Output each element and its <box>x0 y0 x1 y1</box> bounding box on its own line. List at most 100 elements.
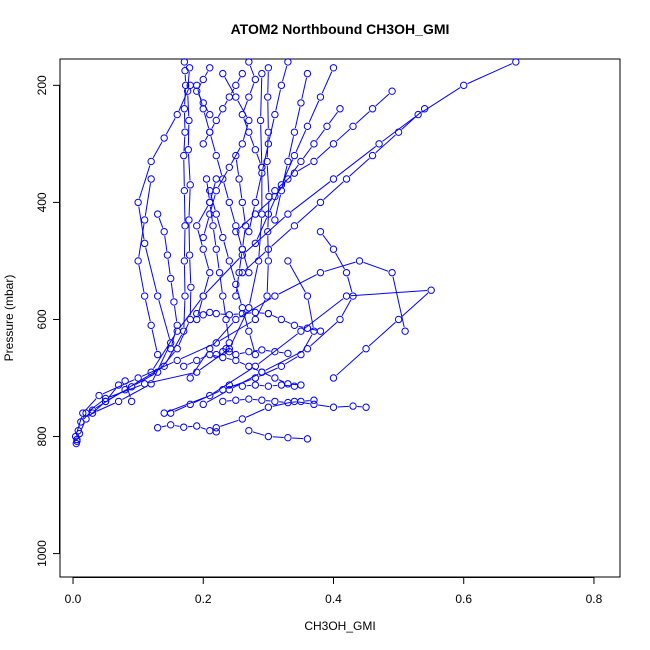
data-point <box>264 128 273 136</box>
data-point <box>310 396 318 404</box>
data-point <box>264 432 273 441</box>
data-point <box>245 58 253 66</box>
data-point <box>225 381 234 389</box>
profile-series <box>232 151 250 300</box>
data-point <box>323 122 331 131</box>
data-point <box>180 257 189 265</box>
series-line-segment <box>256 153 261 164</box>
data-point <box>114 381 123 389</box>
data-point <box>271 292 279 300</box>
series-line-segment <box>336 146 377 177</box>
series-line-segment <box>197 229 203 246</box>
data-point <box>245 116 253 125</box>
data-point <box>277 362 286 370</box>
data-point <box>199 400 207 409</box>
data-point <box>219 69 227 78</box>
data-point <box>245 227 253 236</box>
data-point <box>297 157 305 166</box>
data-point <box>193 422 201 430</box>
data-point <box>251 75 260 84</box>
profile-series <box>193 64 214 119</box>
data-point <box>212 210 220 218</box>
data-point <box>199 311 207 319</box>
data-point <box>349 292 357 300</box>
data-point <box>316 227 325 236</box>
series-line-segment <box>236 229 242 246</box>
series-line-segment <box>292 437 304 440</box>
series-line-segment <box>158 217 164 228</box>
data-point <box>82 415 90 423</box>
data-point <box>199 245 207 253</box>
data-point <box>181 222 189 230</box>
series-line-segment <box>174 305 178 322</box>
data-point <box>219 105 227 113</box>
y-tick-label: 200 <box>35 75 49 95</box>
data-point <box>181 67 189 75</box>
data-point <box>160 409 168 417</box>
data-point <box>375 140 383 148</box>
data-point <box>127 397 136 406</box>
data-point <box>258 396 266 404</box>
data-point <box>277 315 286 324</box>
data-point <box>101 394 110 403</box>
series-line-segment <box>200 426 206 430</box>
series-line-segment <box>302 334 313 352</box>
data-point <box>95 391 103 400</box>
data-point <box>212 424 220 432</box>
data-point <box>264 140 273 148</box>
data-point <box>184 146 192 154</box>
data-point <box>368 105 377 113</box>
series-line-segment <box>294 106 301 129</box>
profile-series <box>101 377 136 406</box>
data-point <box>329 175 338 183</box>
series-line-segment <box>336 128 351 142</box>
data-point <box>134 374 142 382</box>
series-line-segment <box>211 123 215 129</box>
data-point <box>303 324 312 332</box>
series-line-segment <box>205 257 240 294</box>
series-line-segment <box>198 82 202 88</box>
series-line-segment <box>158 299 171 339</box>
data-point <box>88 409 97 417</box>
profile-series <box>251 64 338 248</box>
series-line-segment <box>308 100 320 123</box>
data-point <box>329 64 338 72</box>
series-line-segment <box>165 118 176 135</box>
data-point <box>297 99 305 107</box>
series-line-segment <box>210 182 216 199</box>
series-line-segment <box>265 373 272 377</box>
data-point <box>284 349 292 358</box>
data-point <box>414 110 422 119</box>
series-line-segment <box>235 159 239 175</box>
series-line-segment <box>265 349 271 352</box>
data-point <box>329 140 338 148</box>
series-line-segment <box>217 112 222 118</box>
series-line-segment <box>347 276 353 293</box>
data-point <box>222 315 230 324</box>
series-line-segment <box>245 251 266 271</box>
series-line-segment <box>187 95 190 117</box>
series-line-segment <box>200 355 207 360</box>
series-line-segment <box>318 404 330 408</box>
data-point <box>153 350 162 359</box>
series-line-segment <box>204 71 209 77</box>
series-line-segment <box>213 355 219 358</box>
data-point <box>264 245 273 253</box>
data-point <box>225 345 234 353</box>
y-tick-label: 1000 <box>35 540 49 567</box>
data-point <box>342 175 351 183</box>
data-point <box>310 140 318 148</box>
series-line-segment <box>242 253 249 269</box>
data-point <box>238 69 247 78</box>
series-line-segment <box>152 334 176 369</box>
series-line-segment <box>192 351 208 375</box>
series-line-segment <box>282 159 294 182</box>
data-point <box>232 93 240 101</box>
data-point <box>238 268 247 277</box>
data-point <box>121 377 129 385</box>
data-point <box>225 93 234 101</box>
series-line-segment <box>203 218 210 234</box>
data-point <box>212 245 220 253</box>
series-line-segment <box>206 183 210 199</box>
series-line-segment <box>203 253 210 269</box>
